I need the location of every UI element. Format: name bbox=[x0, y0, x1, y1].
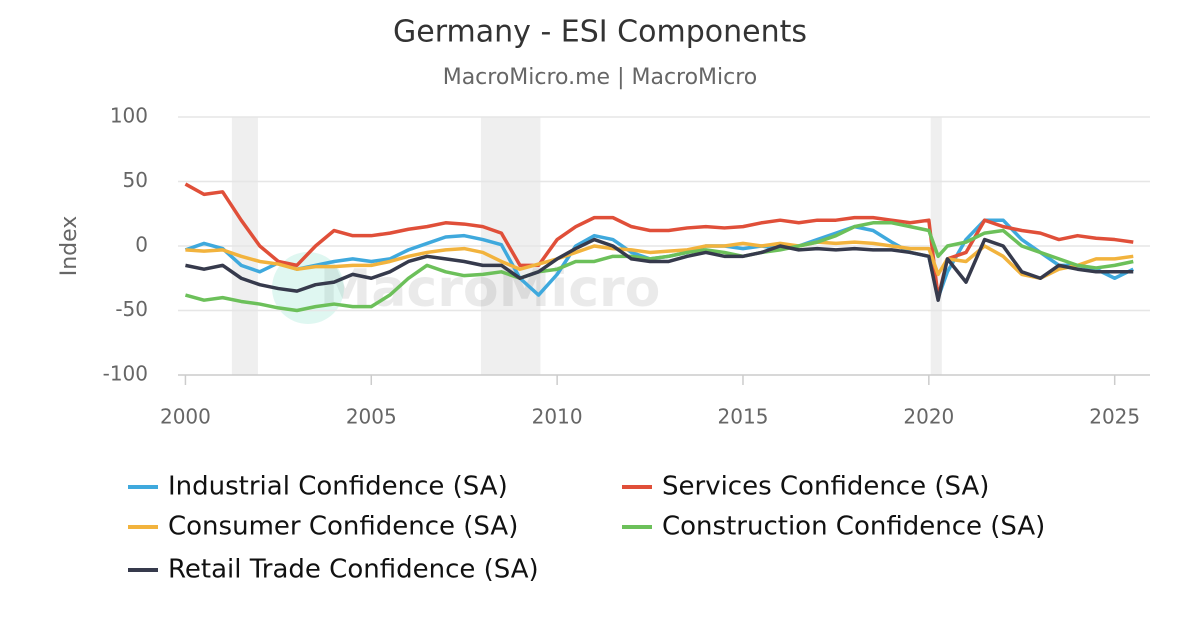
x-tick-label: 2015 bbox=[718, 405, 769, 429]
x-tick-label: 2010 bbox=[532, 405, 583, 429]
chart-title: Germany - ESI Components bbox=[393, 15, 807, 50]
series-line bbox=[185, 240, 1134, 280]
y-tick-label: 100 bbox=[110, 104, 148, 128]
legend-item[interactable]: Consumer Confidence (SA) bbox=[128, 512, 518, 542]
watermark: MacroMicro bbox=[320, 259, 661, 319]
legend-item[interactable]: Services Confidence (SA) bbox=[622, 472, 989, 502]
series-line bbox=[184, 221, 1134, 313]
x-tick-label: 2020 bbox=[903, 405, 954, 429]
y-tick-label: 50 bbox=[123, 168, 148, 192]
legend-label: Construction Confidence (SA) bbox=[662, 512, 1045, 542]
series-line bbox=[185, 237, 1134, 302]
series-line bbox=[184, 182, 1134, 300]
x-tick-label: 2025 bbox=[1089, 405, 1140, 429]
legend-label: Services Confidence (SA) bbox=[662, 472, 989, 502]
legend-label: Industrial Confidence (SA) bbox=[168, 472, 508, 502]
y-tick-label: -50 bbox=[115, 297, 148, 321]
y-tick-label: 0 bbox=[135, 233, 148, 257]
x-tick-label: 2005 bbox=[346, 405, 397, 429]
y-axis-label: Index bbox=[57, 216, 82, 277]
legend-item[interactable]: Construction Confidence (SA) bbox=[622, 512, 1045, 542]
y-tick-label: -100 bbox=[103, 362, 148, 386]
legend-label: Consumer Confidence (SA) bbox=[168, 512, 518, 542]
legend-item[interactable]: Industrial Confidence (SA) bbox=[128, 472, 508, 502]
chart-subtitle: MacroMicro.me | MacroMicro bbox=[443, 65, 758, 90]
x-tick-label: 2000 bbox=[160, 405, 211, 429]
legend-item[interactable]: Retail Trade Confidence (SA) bbox=[128, 555, 539, 585]
legend-label: Retail Trade Confidence (SA) bbox=[168, 555, 539, 585]
